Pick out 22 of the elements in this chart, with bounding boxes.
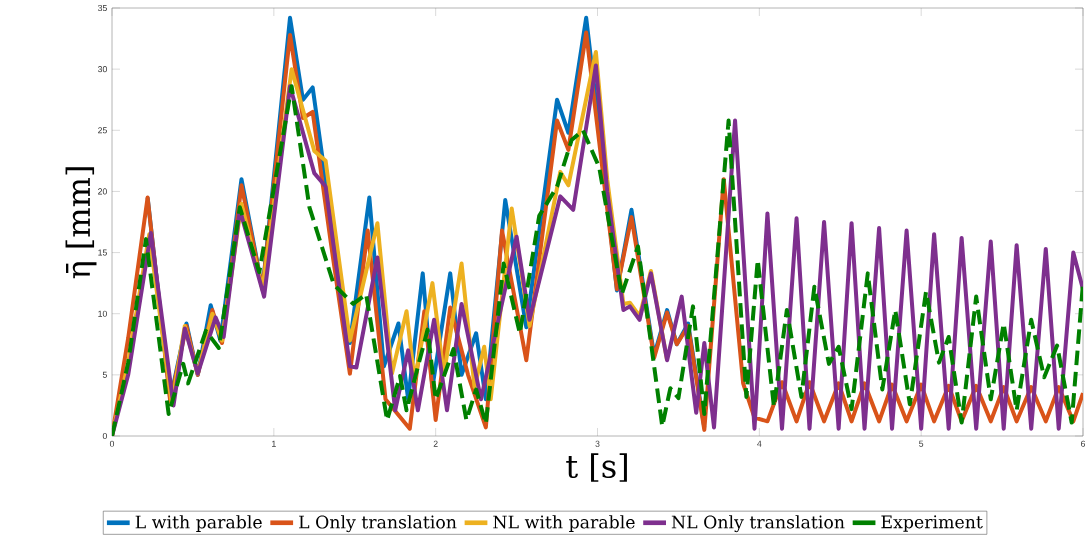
- x-tick-label: 5: [919, 440, 924, 447]
- y-tick-label: 20: [98, 188, 107, 195]
- x-tick-label: 6: [1081, 440, 1086, 447]
- legend-label: NL Only translation: [671, 515, 845, 533]
- legend-label: NL with parable: [493, 515, 635, 532]
- legend-label: L Only translation: [299, 515, 457, 533]
- y-tick-label: 15: [98, 249, 107, 256]
- legend-label: Experiment: [881, 515, 983, 532]
- x-tick-label: 4: [757, 440, 762, 447]
- y-tick-label: 35: [97, 4, 107, 12]
- x-axis-title: t [s]: [566, 453, 627, 482]
- y-tick-label: 10: [98, 310, 107, 317]
- x-tick-label: 2: [433, 440, 438, 447]
- y-axis-title: η̄ [mm]: [65, 167, 97, 279]
- y-tick-label: 30: [97, 66, 107, 73]
- x-tick-label: 1: [272, 440, 276, 447]
- legend-label: L with parable: [135, 515, 262, 532]
- x-tick-label: 0: [109, 440, 115, 447]
- y-tick-label: 0: [102, 432, 107, 440]
- y-tick-label: 25: [98, 127, 107, 134]
- y-tick-label: 5: [102, 371, 107, 378]
- x-tick-label: 3: [595, 440, 600, 447]
